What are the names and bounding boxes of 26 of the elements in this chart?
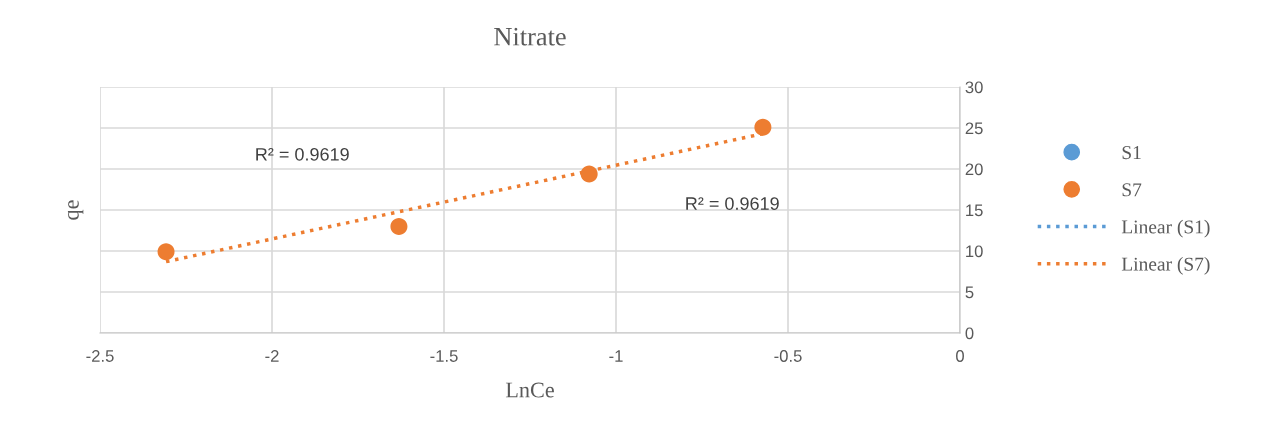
annotation: R² = 0.9619 <box>256 147 349 161</box>
legend-label: S1 <box>1122 146 1141 160</box>
y-tick-label: 15 <box>966 204 983 217</box>
x-tick-label: -2.5 <box>86 350 114 362</box>
x-axis-title: LnCe <box>505 382 554 398</box>
legend-label: Linear (S7) <box>1121 257 1210 275</box>
point <box>754 118 772 136</box>
x-tick-label: -2 <box>265 350 279 362</box>
x-tick-label: -1 <box>609 350 623 362</box>
y-tick-label: 25 <box>965 122 983 135</box>
y-tick-label: 20 <box>965 163 983 176</box>
point <box>390 217 408 235</box>
x-tick-label: -1.5 <box>430 350 458 362</box>
point <box>580 165 598 183</box>
point <box>157 243 175 261</box>
x-tick-label: 0 <box>956 350 964 362</box>
y-tick-label: 5 <box>965 286 974 299</box>
chart-title: Nitrate <box>494 27 566 46</box>
x-tick-label: -0.5 <box>774 350 802 362</box>
y-tick-label: 0 <box>965 327 974 340</box>
y-tick-label: 30 <box>965 81 983 94</box>
y-tick-label: 10 <box>966 245 983 258</box>
legend-label: Linear (S1) <box>1121 219 1210 238</box>
annotation: R² = 0.9619 <box>686 197 779 210</box>
y-axis-title: qe <box>67 200 84 220</box>
legend-label: S7 <box>1122 183 1142 197</box>
